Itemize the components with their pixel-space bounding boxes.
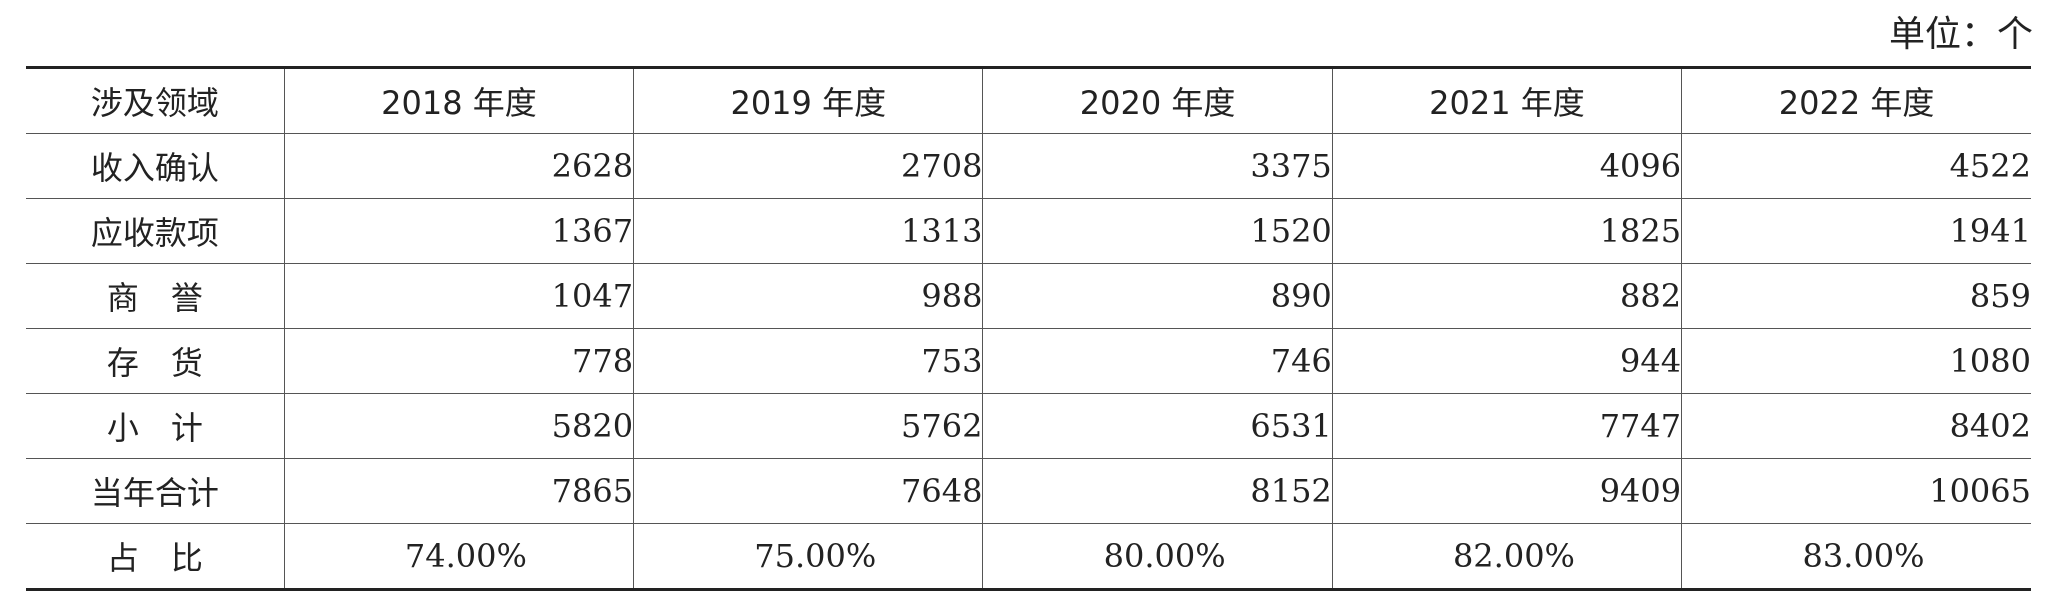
table-row: 当年合计 7865 7648 8152 9409 10065 — [26, 458, 2031, 524]
row-label: 当年合计 — [26, 458, 285, 524]
table-row: 商 誉 1047 988 890 882 859 — [26, 263, 2031, 329]
row-label: 小 计 — [26, 393, 285, 459]
header-field: 涉及领域 — [26, 66, 285, 134]
header-2021: 2021 年度 — [1331, 66, 1682, 134]
table-cell: 8152 — [982, 458, 1333, 524]
table-cell: 7648 — [633, 458, 983, 524]
table-cell: 8402 — [1681, 393, 2031, 459]
table-cell: 2628 — [283, 133, 634, 199]
table-cell: 753 — [633, 328, 983, 394]
table-cell: 944 — [1331, 328, 1682, 394]
table-cell: 1520 — [982, 198, 1333, 264]
table-cell: 6531 — [982, 393, 1333, 459]
table-cell: 890 — [982, 263, 1333, 329]
table-row: 小 计 5820 5762 6531 7747 8402 — [26, 393, 2031, 459]
table-cell: 859 — [1681, 263, 2031, 329]
row-label: 占 比 — [26, 523, 285, 591]
table-header-row: 涉及领域 2018 年度 2019 年度 2020 年度 2021 年度 202… — [26, 66, 2031, 134]
table-cell: 1313 — [633, 198, 983, 264]
table-cell: 80.00% — [982, 523, 1333, 591]
statistics-table: 涉及领域 2018 年度 2019 年度 2020 年度 2021 年度 202… — [26, 66, 2031, 591]
row-label: 存 货 — [26, 328, 285, 394]
header-2018: 2018 年度 — [283, 66, 634, 134]
table-cell: 1047 — [283, 263, 634, 329]
row-label: 应收款项 — [26, 198, 285, 264]
table-cell: 4522 — [1681, 133, 2031, 199]
table-cell: 746 — [982, 328, 1333, 394]
header-2022: 2022 年度 — [1681, 66, 2031, 134]
row-label: 收入确认 — [26, 133, 285, 199]
table-cell: 1941 — [1681, 198, 2031, 264]
table-cell: 1825 — [1331, 198, 1682, 264]
header-2019: 2019 年度 — [633, 66, 983, 134]
table-cell: 82.00% — [1331, 523, 1682, 591]
table-cell: 3375 — [982, 133, 1333, 199]
table-row: 存 货 778 753 746 944 1080 — [26, 328, 2031, 394]
table-cell: 9409 — [1331, 458, 1682, 524]
table-row: 占 比 74.00% 75.00% 80.00% 82.00% 83.00% — [26, 523, 2031, 591]
table-cell: 10065 — [1681, 458, 2031, 524]
row-label: 商 誉 — [26, 263, 285, 329]
table-cell: 778 — [283, 328, 634, 394]
table-cell: 74.00% — [283, 523, 634, 591]
table-cell: 5820 — [283, 393, 634, 459]
table-cell: 83.00% — [1681, 523, 2031, 591]
table-cell: 75.00% — [633, 523, 983, 591]
unit-label: 单位：个 — [1888, 14, 2033, 55]
table-cell: 2708 — [633, 133, 983, 199]
table-cell: 7865 — [283, 458, 634, 524]
table-cell: 882 — [1331, 263, 1682, 329]
table-cell: 1367 — [283, 198, 634, 264]
table-row: 应收款项 1367 1313 1520 1825 1941 — [26, 198, 2031, 264]
table-cell: 1080 — [1681, 328, 2031, 394]
table-row: 收入确认 2628 2708 3375 4096 4522 — [26, 133, 2031, 199]
table-cell: 4096 — [1331, 133, 1682, 199]
table-cell: 7747 — [1331, 393, 1682, 459]
table-cell: 988 — [633, 263, 983, 329]
header-2020: 2020 年度 — [982, 66, 1333, 134]
table-cell: 5762 — [633, 393, 983, 459]
